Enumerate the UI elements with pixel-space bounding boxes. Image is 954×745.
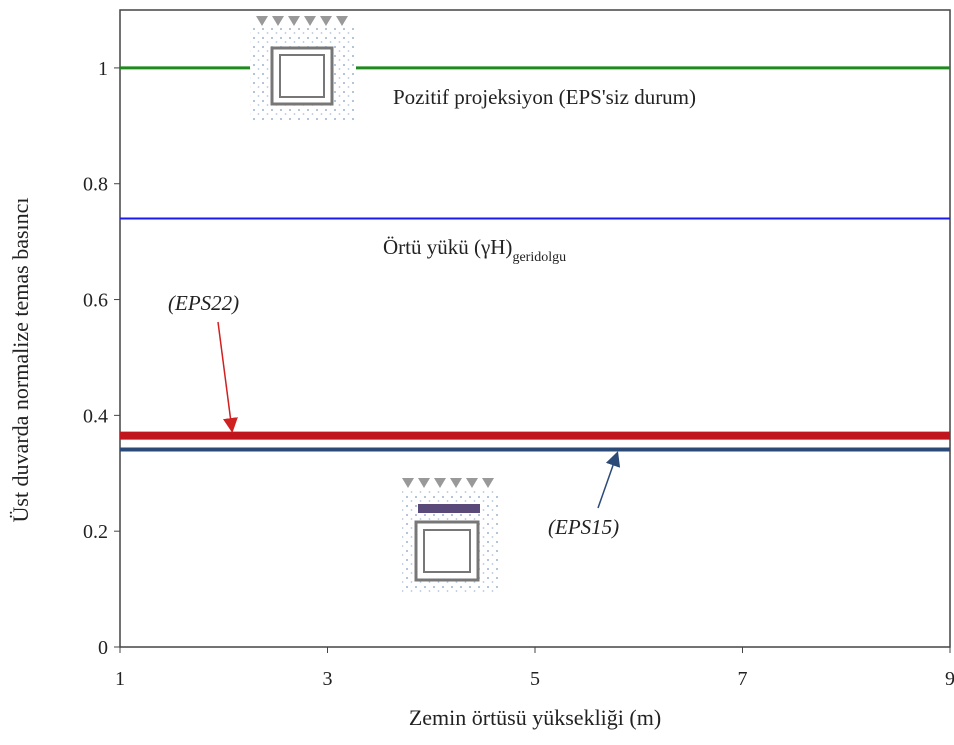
y-tick-label: 0.8 [83,174,108,196]
series-name: (EPS15) [548,515,619,539]
series-label: Pozitif projeksiyon (EPS'siz durum) [393,85,696,109]
y-axis-label: Üst duvarda normalize temas basıncı [8,197,33,522]
x-tick-label: 5 [530,668,540,690]
series-label: (EPS15) [548,515,619,539]
x-axis-label: Zemin örtüsü yüksekliği (m) [409,705,661,730]
series-label: Örtü yükü (γH)geridolgu [383,235,566,265]
series-label: (EPS22) [168,291,239,315]
series-name: Örtü yükü (γH) [383,235,512,259]
x-tick-label: 1 [115,668,125,690]
y-tick-label: 0.2 [83,521,108,543]
icon-culvert-positive [250,16,356,120]
y-tick-label: 0.4 [83,405,108,427]
series-name: Pozitif projeksiyon (EPS'siz durum) [393,85,696,109]
x-tick-label: 9 [945,668,954,690]
series-group [120,66,950,452]
annotation-arrow [597,451,621,509]
icon-culvert-eps [402,478,500,595]
y-tick-label: 0.6 [83,290,108,312]
annotation-arrow [217,321,238,433]
x-tick-label: 7 [738,668,748,690]
y-tick-label: 1 [98,58,108,80]
y-tick-label: 0 [98,637,108,659]
x-tick-label: 3 [323,668,333,690]
series-name: (EPS22) [168,291,239,315]
series-name-subscript: geridolgu [512,250,566,265]
